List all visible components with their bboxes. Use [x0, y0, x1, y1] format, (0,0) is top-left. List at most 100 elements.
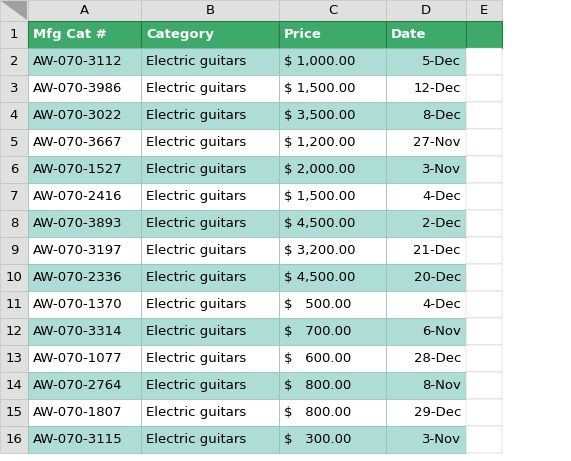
Text: AW-070-3022: AW-070-3022	[33, 109, 123, 122]
Bar	[0, 399, 28, 426]
Bar	[386, 0, 466, 21]
Bar	[141, 426, 279, 453]
Bar	[279, 399, 386, 426]
Text: $   600.00: $ 600.00	[284, 352, 351, 365]
Bar	[279, 372, 386, 399]
Bar	[28, 399, 141, 426]
Bar	[466, 0, 502, 21]
Text: 12-Dec: 12-Dec	[413, 82, 461, 95]
Bar	[386, 129, 466, 156]
Bar	[0, 237, 28, 264]
Text: 8: 8	[10, 217, 18, 230]
Bar	[28, 345, 141, 372]
Bar	[466, 291, 502, 318]
Text: Date: Date	[391, 28, 427, 41]
Bar	[466, 102, 502, 129]
Bar	[466, 210, 502, 237]
Bar	[466, 21, 502, 48]
Bar	[466, 48, 502, 75]
Bar	[0, 291, 28, 318]
Bar	[386, 237, 466, 264]
Text: Electric guitars: Electric guitars	[146, 109, 246, 122]
Text: 8-Nov: 8-Nov	[422, 379, 461, 392]
Bar	[0, 372, 28, 399]
Bar	[28, 21, 141, 48]
Text: 3-Nov: 3-Nov	[422, 163, 461, 176]
Text: AW-070-2416: AW-070-2416	[33, 190, 123, 203]
Text: 3-Nov: 3-Nov	[422, 433, 461, 446]
Bar	[279, 0, 386, 21]
Bar	[28, 210, 141, 237]
Bar	[279, 156, 386, 183]
Text: 10: 10	[6, 271, 22, 284]
Bar	[279, 129, 386, 156]
Text: $ 3,500.00: $ 3,500.00	[284, 109, 356, 122]
Bar	[141, 129, 279, 156]
Bar	[28, 291, 141, 318]
Bar	[466, 129, 502, 156]
Text: Electric guitars: Electric guitars	[146, 217, 246, 230]
Bar	[279, 102, 386, 129]
Bar	[279, 210, 386, 237]
Bar	[141, 210, 279, 237]
Text: AW-070-3986: AW-070-3986	[33, 82, 122, 95]
Bar	[279, 426, 386, 453]
Text: $ 1,000.00: $ 1,000.00	[284, 55, 355, 68]
Text: $ 1,500.00: $ 1,500.00	[284, 82, 356, 95]
Text: AW-070-3314: AW-070-3314	[33, 325, 123, 338]
Bar	[0, 210, 28, 237]
Text: Price: Price	[284, 28, 322, 41]
Text: Electric guitars: Electric guitars	[146, 298, 246, 311]
Bar	[386, 426, 466, 453]
Text: Electric guitars: Electric guitars	[146, 406, 246, 419]
Text: 5: 5	[10, 136, 18, 149]
Bar	[386, 318, 466, 345]
Bar	[466, 345, 502, 372]
Bar	[141, 399, 279, 426]
Text: 3: 3	[10, 82, 18, 95]
Bar	[141, 183, 279, 210]
Bar	[386, 345, 466, 372]
Bar	[386, 21, 466, 48]
Bar	[0, 48, 28, 75]
Text: Mfg Cat #: Mfg Cat #	[33, 28, 107, 41]
Text: Electric guitars: Electric guitars	[146, 82, 246, 95]
Text: 4: 4	[10, 109, 18, 122]
Bar	[0, 426, 28, 453]
Bar	[28, 426, 141, 453]
Bar	[0, 0, 28, 21]
Text: 20-Dec: 20-Dec	[413, 271, 461, 284]
Bar	[0, 21, 28, 48]
Bar	[466, 75, 502, 102]
Bar	[466, 372, 502, 399]
Text: 8-Dec: 8-Dec	[422, 109, 461, 122]
Bar	[141, 21, 279, 48]
Bar	[279, 21, 386, 48]
Text: 29-Dec: 29-Dec	[413, 406, 461, 419]
Text: $ 4,500.00: $ 4,500.00	[284, 217, 355, 230]
Bar	[28, 0, 141, 21]
Bar	[466, 399, 502, 426]
Bar	[0, 318, 28, 345]
Text: Category: Category	[146, 28, 214, 41]
Bar	[141, 291, 279, 318]
Bar	[141, 0, 279, 21]
Text: 4-Dec: 4-Dec	[422, 190, 461, 203]
Bar	[279, 291, 386, 318]
Text: 6: 6	[10, 163, 18, 176]
Bar	[141, 75, 279, 102]
Bar	[141, 237, 279, 264]
Bar	[386, 48, 466, 75]
Text: Electric guitars: Electric guitars	[146, 433, 246, 446]
Text: A: A	[80, 4, 89, 17]
Text: AW-070-1370: AW-070-1370	[33, 298, 123, 311]
Bar	[0, 345, 28, 372]
Text: 11: 11	[6, 298, 22, 311]
Bar	[386, 183, 466, 210]
Bar	[279, 264, 386, 291]
Text: AW-070-2764: AW-070-2764	[33, 379, 123, 392]
Bar	[279, 183, 386, 210]
Text: 1: 1	[10, 28, 18, 41]
Text: $ 2,000.00: $ 2,000.00	[284, 163, 355, 176]
Text: Electric guitars: Electric guitars	[146, 244, 246, 257]
